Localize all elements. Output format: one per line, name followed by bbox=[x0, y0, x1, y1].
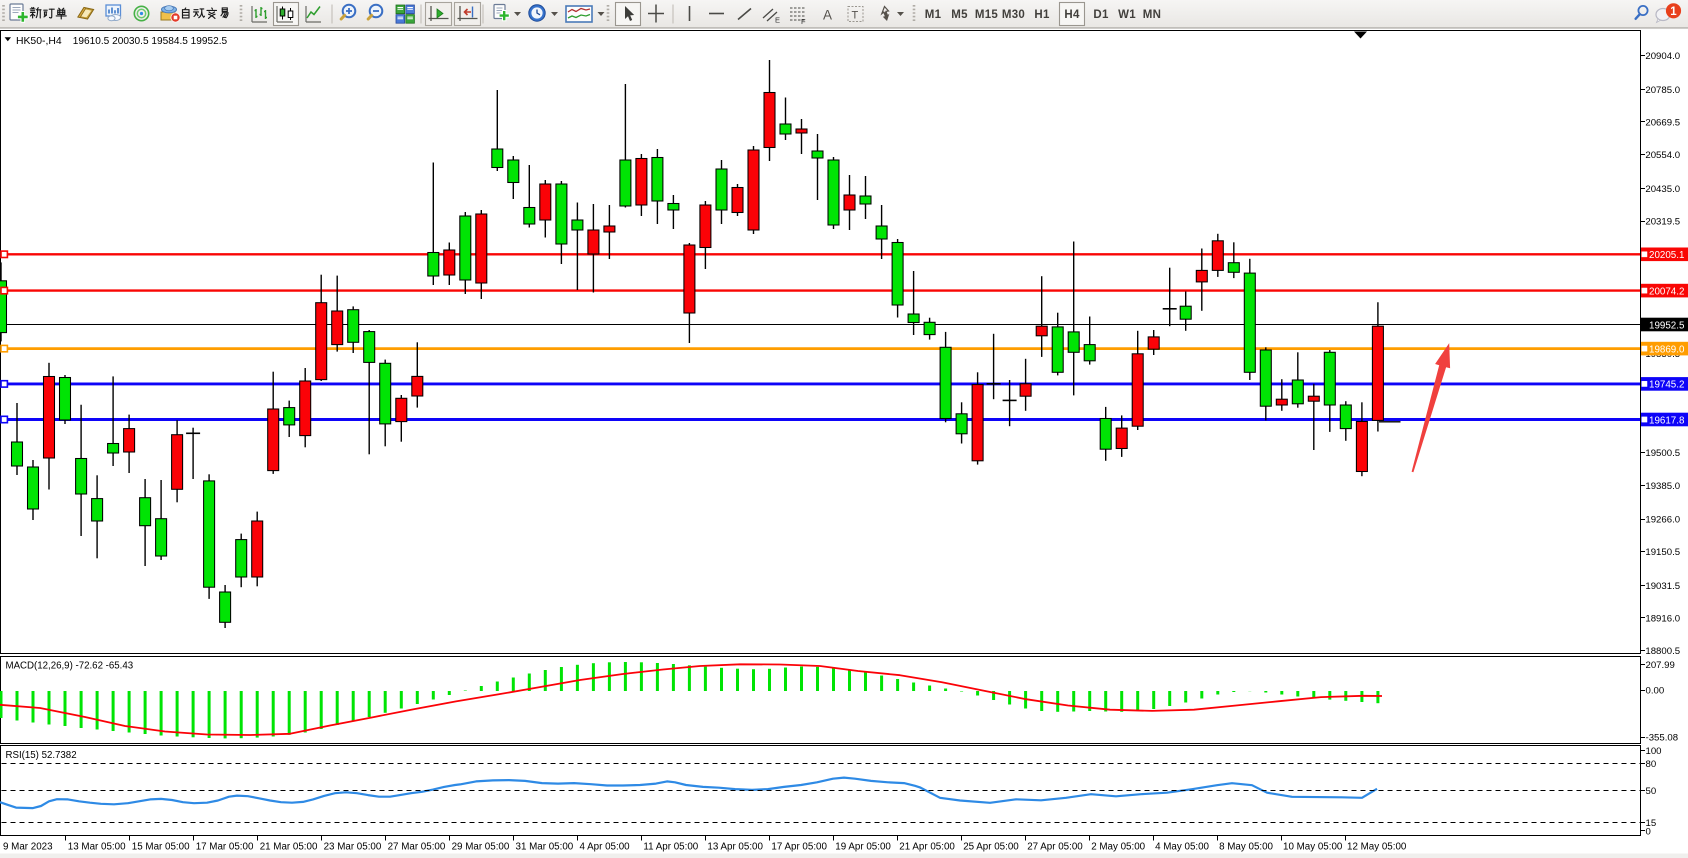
svg-text:25 Apr 05:00: 25 Apr 05:00 bbox=[963, 842, 1019, 853]
svg-text:1: 1 bbox=[1670, 6, 1677, 18]
svg-text:4 Apr 05:00: 4 Apr 05:00 bbox=[580, 842, 631, 853]
svg-text:31 Mar 05:00: 31 Mar 05:00 bbox=[516, 842, 574, 853]
svg-text:M1: M1 bbox=[925, 9, 942, 21]
svg-text:19869.0: 19869.0 bbox=[1649, 344, 1685, 355]
svg-text:2 May 05:00: 2 May 05:00 bbox=[1091, 842, 1145, 853]
svg-text:13 Apr 05:00: 13 Apr 05:00 bbox=[707, 842, 763, 853]
svg-text:M30: M30 bbox=[1002, 9, 1025, 21]
svg-text:23 Mar 05:00: 23 Mar 05:00 bbox=[324, 842, 382, 853]
svg-text:8 May 05:00: 8 May 05:00 bbox=[1219, 842, 1273, 853]
svg-text:19031.5: 19031.5 bbox=[1645, 581, 1680, 592]
svg-text:15: 15 bbox=[1646, 818, 1657, 829]
svg-text:19500.5: 19500.5 bbox=[1645, 448, 1680, 459]
svg-text:0.00: 0.00 bbox=[1646, 686, 1665, 697]
svg-text:20904.0: 20904.0 bbox=[1645, 51, 1680, 62]
svg-text:19745.2: 19745.2 bbox=[1649, 380, 1684, 391]
svg-text:20785.0: 20785.0 bbox=[1645, 85, 1680, 96]
svg-text:18916.0: 18916.0 bbox=[1645, 613, 1680, 624]
svg-text:19150.5: 19150.5 bbox=[1645, 547, 1680, 558]
svg-text:F: F bbox=[801, 17, 806, 26]
svg-text:29 Mar 05:00: 29 Mar 05:00 bbox=[452, 842, 510, 853]
svg-text:19266.0: 19266.0 bbox=[1645, 515, 1680, 526]
svg-text:10 May 05:00: 10 May 05:00 bbox=[1283, 842, 1343, 853]
svg-text:RSI(15) 52.7382: RSI(15) 52.7382 bbox=[6, 750, 77, 761]
svg-text:100: 100 bbox=[1646, 746, 1662, 757]
svg-text:9 Mar 2023: 9 Mar 2023 bbox=[3, 842, 53, 853]
svg-text:20074.2: 20074.2 bbox=[1649, 286, 1684, 297]
svg-text:207.99: 207.99 bbox=[1646, 660, 1675, 671]
svg-text:13 Mar 05:00: 13 Mar 05:00 bbox=[68, 842, 126, 853]
svg-text:20669.5: 20669.5 bbox=[1645, 117, 1680, 128]
svg-text:HK50-,H4: HK50-,H4 bbox=[16, 36, 62, 47]
svg-text:D1: D1 bbox=[1093, 9, 1109, 21]
svg-text:27 Mar 05:00: 27 Mar 05:00 bbox=[388, 842, 446, 853]
svg-text:80: 80 bbox=[1646, 759, 1657, 770]
svg-text:E: E bbox=[775, 16, 780, 25]
svg-text:20554.0: 20554.0 bbox=[1645, 150, 1680, 161]
svg-text:0: 0 bbox=[1646, 826, 1651, 837]
svg-text:17 Apr 05:00: 17 Apr 05:00 bbox=[771, 842, 827, 853]
svg-text:20435.0: 20435.0 bbox=[1645, 184, 1680, 195]
svg-text:H4: H4 bbox=[1064, 9, 1080, 21]
svg-text:50: 50 bbox=[1646, 786, 1657, 797]
svg-text:T: T bbox=[852, 10, 859, 22]
svg-text:20205.1: 20205.1 bbox=[1649, 250, 1684, 261]
svg-text:19952.5: 19952.5 bbox=[1649, 320, 1685, 331]
svg-text:MACD(12,26,9) -72.62 -65.43: MACD(12,26,9) -72.62 -65.43 bbox=[6, 661, 134, 672]
svg-text:12 May 05:00: 12 May 05:00 bbox=[1347, 842, 1407, 853]
svg-text:19610.5 20030.5 19584.5 19952.: 19610.5 20030.5 19584.5 19952.5 bbox=[73, 36, 228, 47]
svg-text:W1: W1 bbox=[1118, 9, 1136, 21]
svg-text:27 Apr 05:00: 27 Apr 05:00 bbox=[1027, 842, 1083, 853]
svg-text:17 Mar 05:00: 17 Mar 05:00 bbox=[196, 842, 254, 853]
svg-text:MN: MN bbox=[1143, 9, 1162, 21]
svg-text:4 May 05:00: 4 May 05:00 bbox=[1155, 842, 1209, 853]
svg-text:21 Apr 05:00: 21 Apr 05:00 bbox=[899, 842, 955, 853]
svg-text:M15: M15 bbox=[975, 9, 999, 21]
svg-text:11 Apr 05:00: 11 Apr 05:00 bbox=[643, 842, 698, 853]
svg-text:19385.0: 19385.0 bbox=[1645, 481, 1680, 492]
svg-text:19 Apr 05:00: 19 Apr 05:00 bbox=[835, 842, 891, 853]
svg-text:M5: M5 bbox=[951, 9, 968, 21]
svg-text:H1: H1 bbox=[1034, 9, 1050, 21]
svg-text:-355.08: -355.08 bbox=[1646, 733, 1679, 744]
svg-text:15 Mar 05:00: 15 Mar 05:00 bbox=[132, 842, 190, 853]
svg-text:20319.5: 20319.5 bbox=[1645, 217, 1680, 228]
svg-text:18800.5: 18800.5 bbox=[1645, 646, 1680, 657]
svg-text:A: A bbox=[823, 8, 832, 23]
svg-text:21 Mar 05:00: 21 Mar 05:00 bbox=[260, 842, 318, 853]
svg-text:19617.8: 19617.8 bbox=[1649, 415, 1685, 426]
